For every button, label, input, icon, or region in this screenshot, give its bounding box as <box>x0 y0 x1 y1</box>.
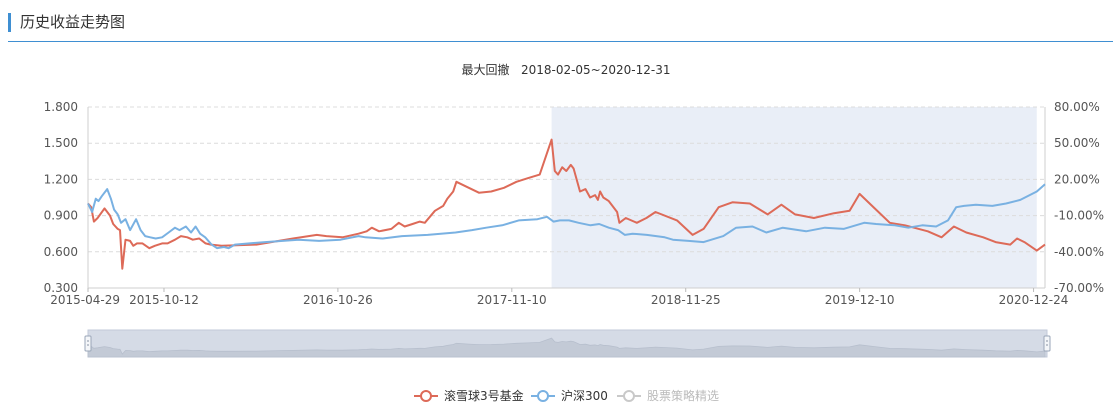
section-header: 历史收益走势图 <box>8 8 1113 42</box>
zoom-right-handle[interactable] <box>1043 335 1051 352</box>
x-tick-label: 2015-10-12 <box>129 293 199 307</box>
legend-item-csi300[interactable]: 沪深300 <box>531 389 608 403</box>
y-left-tick-label: 1.800 <box>44 100 78 114</box>
x-tick-label: 2017-11-10 <box>477 293 547 307</box>
x-tick-label: 2016-10-26 <box>303 293 373 307</box>
zoom-mini-area <box>87 337 1046 358</box>
y-right-tick-label: -40.00% <box>1054 245 1104 259</box>
legend-circle-icon <box>537 390 549 402</box>
legend-label: 滚雪球3号基金 <box>444 388 524 403</box>
y-left-tick-label: 1.200 <box>44 172 78 186</box>
y-right-tick-label: -70.00% <box>1054 281 1104 295</box>
legend-item-fund[interactable]: 滚雪球3号基金 <box>414 388 524 403</box>
legend-circle-icon <box>623 390 635 402</box>
index-line-series[interactable] <box>87 183 1046 250</box>
y-left-tick-label: 1.500 <box>44 136 78 150</box>
zoom-left-handle[interactable] <box>84 335 92 352</box>
legend-label: 股票策略精选 <box>647 388 719 403</box>
y-right-tick-label: 20.00% <box>1054 172 1100 186</box>
y-right-tick-label: -10.00% <box>1054 209 1104 223</box>
y-left-tick-label: 0.300 <box>44 281 78 295</box>
chart-title: 最大回撤 2018-02-05~2020-12-31 <box>462 62 671 77</box>
legend-item-stock-strategy[interactable]: 股票策略精选 <box>617 388 719 403</box>
legend-circle-icon <box>420 390 432 402</box>
y-left-tick-label: 0.600 <box>44 245 78 259</box>
x-tick-label: 2020-12-24 <box>999 293 1069 307</box>
y-right-tick-label: 50.00% <box>1054 136 1100 150</box>
drawdown-shade <box>551 107 1037 288</box>
legend-label: 沪深300 <box>561 389 608 403</box>
section-title: 历史收益走势图 <box>20 13 126 31</box>
y-right-tick-label: 80.00% <box>1054 100 1100 114</box>
x-tick-label: 2019-12-10 <box>825 293 895 307</box>
y-left-tick-label: 0.900 <box>44 209 78 223</box>
x-tick-label: 2015-04-29 <box>50 293 120 307</box>
x-tick-label: 2018-11-25 <box>651 293 721 307</box>
header-accent-bar <box>8 13 11 32</box>
fund-line-series[interactable] <box>87 138 1046 270</box>
